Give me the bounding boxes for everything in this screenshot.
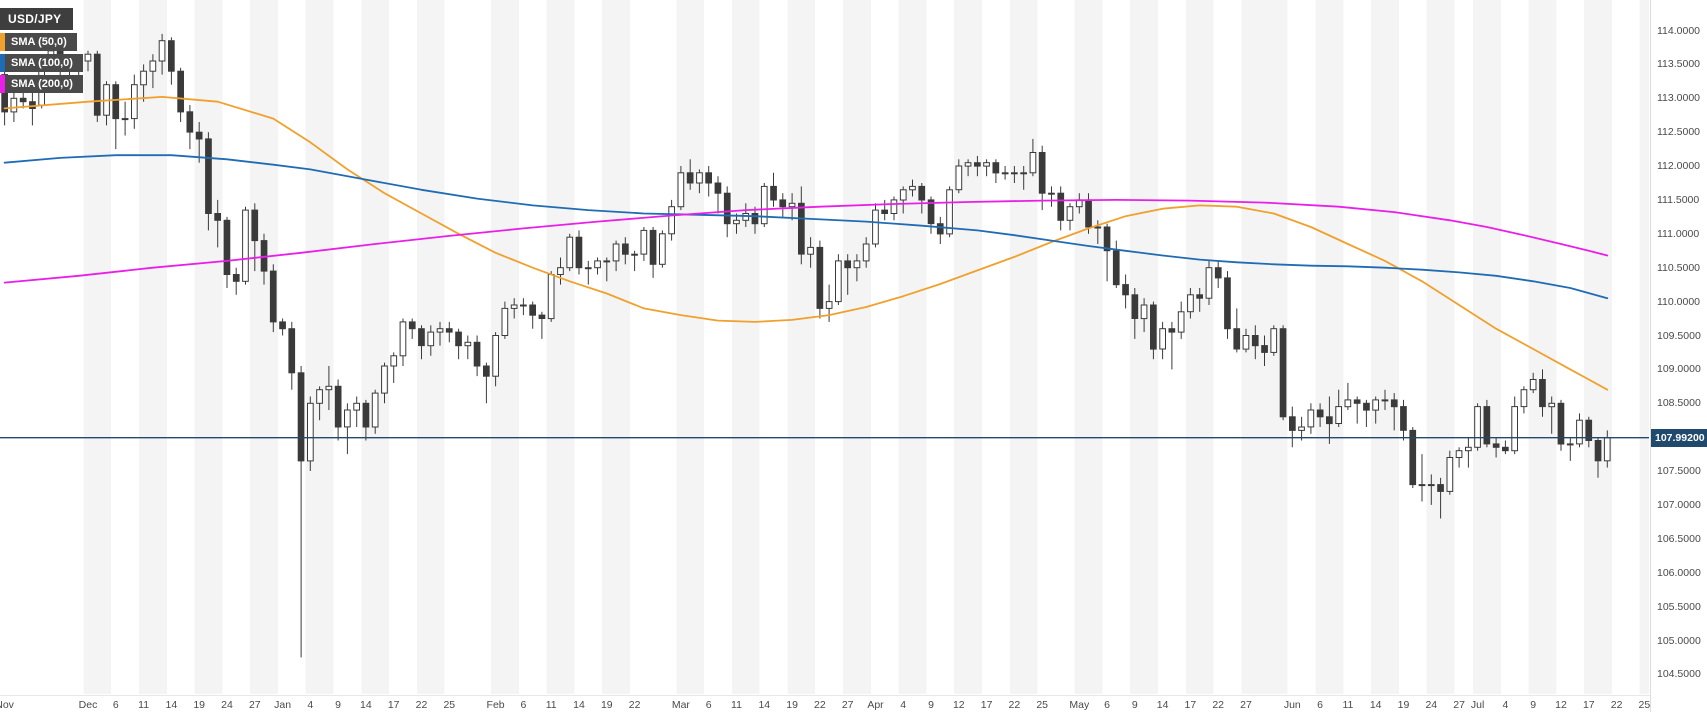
- time-axis-label: 19: [193, 699, 206, 711]
- time-axis-label: 17: [980, 699, 993, 711]
- price-axis-label: 112.5000: [1657, 126, 1701, 139]
- last-price-tag: 107.99200: [1651, 428, 1707, 447]
- price-axis-label: 110.0000: [1657, 295, 1701, 308]
- legend-indicator-sma-200[interactable]: SMA (200,0): [0, 75, 83, 93]
- time-axis-label: 22: [628, 699, 641, 711]
- price-axis-label: 109.0000: [1657, 363, 1701, 376]
- time-axis-label: 14: [1369, 699, 1382, 711]
- time-axis-label: 25: [443, 699, 456, 711]
- time-axis-label: 22: [1008, 699, 1021, 711]
- indicator-label: SMA (200,0): [5, 75, 83, 93]
- time-axis-label: 11: [731, 699, 742, 711]
- time-axis-label: 14: [1156, 699, 1169, 711]
- indicator-color-swatch: [0, 33, 5, 51]
- time-axis-label: 27: [248, 699, 261, 711]
- time-axis-label: 19: [786, 699, 798, 711]
- price-axis-label: 114.0000: [1657, 24, 1701, 37]
- time-axis-label: Apr: [867, 699, 884, 711]
- time-axis-label: 11: [545, 699, 557, 711]
- indicator-label: SMA (50,0): [5, 33, 77, 51]
- time-axis-label: 9: [335, 699, 342, 711]
- time-axis-label: Jul: [1470, 699, 1485, 711]
- legend-indicator-sma-100[interactable]: SMA (100,0): [0, 54, 83, 72]
- chart-canvas[interactable]: [0, 0, 1649, 694]
- time-axis-label: 9: [1530, 699, 1537, 711]
- time-axis-label: 17: [1184, 699, 1197, 711]
- indicator-label: SMA (100,0): [5, 54, 83, 72]
- indicator-color-swatch: [0, 75, 5, 93]
- time-axis-label: 14: [360, 699, 372, 711]
- time-axis-label: 19: [1397, 699, 1410, 711]
- price-axis-label: 106.0000: [1657, 566, 1701, 579]
- time-axis-label: 25: [1638, 699, 1651, 711]
- time-axis-label: 24: [1425, 699, 1438, 711]
- time-axis-label: 9: [1131, 699, 1138, 711]
- time-axis-label: 27: [1240, 699, 1252, 711]
- time-axis-label: 25: [1036, 699, 1049, 711]
- time-axis-label: 4: [307, 699, 314, 711]
- time-axis-label: 11: [138, 699, 150, 711]
- time-axis-label: 14: [573, 699, 585, 711]
- time-axis-label: 6: [705, 699, 712, 711]
- time-axis-label: 22: [1212, 699, 1225, 711]
- time-axis-label: 6: [520, 699, 527, 711]
- price-axis-label: 111.5000: [1657, 193, 1700, 206]
- price-axis-label: 107.0000: [1657, 498, 1701, 511]
- time-axis-label: Mar: [671, 699, 690, 711]
- time-axis-label: 17: [1582, 699, 1595, 711]
- time-axis-label: 6: [1104, 699, 1111, 711]
- price-axis-label: 107.5000: [1657, 465, 1701, 477]
- price-axis-label: 106.5000: [1657, 532, 1701, 545]
- time-axis-label: Dec: [78, 699, 98, 711]
- time-axis-label: Nov: [0, 699, 14, 711]
- price-axis-label: 113.0000: [1657, 92, 1701, 105]
- price-axis-label: 112.0000: [1657, 160, 1701, 172]
- price-axis-label: 108.5000: [1657, 397, 1701, 410]
- price-axis-label: 104.5000: [1657, 668, 1701, 681]
- indicator-color-swatch: [0, 54, 5, 72]
- time-axis-label: 12: [1555, 699, 1567, 711]
- time-axis-label: 12: [952, 699, 965, 711]
- time-axis-label: Jun: [1283, 699, 1301, 711]
- time-axis-label: 14: [758, 699, 771, 711]
- time-axis-label: 9: [928, 699, 934, 711]
- time-axis-label: 24: [221, 699, 233, 711]
- symbol-label[interactable]: USD/JPY: [0, 8, 74, 30]
- time-axis-label: 27: [1453, 699, 1465, 711]
- time-axis-label: 11: [1342, 699, 1354, 711]
- time-axis-label: 22: [415, 699, 428, 711]
- time-axis-label: Feb: [486, 699, 505, 711]
- price-axis-label: 105.5000: [1657, 600, 1701, 613]
- candlestick-chart[interactable]: USD/JPY SMA (50,0) SMA (100,0) SMA (200,0): [0, 0, 1649, 694]
- price-axis-label: 111.0000: [1657, 227, 1700, 240]
- time-axis-label: 6: [1317, 699, 1324, 711]
- price-axis-label: 105.0000: [1657, 634, 1701, 647]
- time-axis-label: 4: [900, 699, 907, 711]
- chart-legend: USD/JPY SMA (50,0) SMA (100,0) SMA (200,0): [0, 8, 83, 93]
- time-axis-label: 22: [814, 699, 826, 711]
- time-axis-label: 4: [1502, 699, 1509, 711]
- time-axis-label: 17: [387, 699, 400, 711]
- time-axis-label: 6: [112, 699, 119, 711]
- price-axis[interactable]: 114.0000 113.5000 113.0000 112.5000 112.0000…: [1650, 0, 1707, 712]
- time-axis-label: 14: [165, 699, 178, 711]
- price-axis-label: 109.5000: [1657, 329, 1701, 342]
- time-axis-label: 27: [841, 699, 854, 711]
- time-axis-label: 22: [1610, 699, 1623, 711]
- time-axis-label: 19: [600, 699, 613, 711]
- legend-indicator-sma-500[interactable]: SMA (50,0): [0, 33, 77, 51]
- price-axis-label: 113.5000: [1657, 58, 1701, 71]
- price-axis-label: 110.5000: [1657, 261, 1701, 274]
- time-axis-label: May: [1069, 699, 1090, 711]
- time-axis-label: Jan: [274, 699, 292, 711]
- time-axis[interactable]: Nov Dec 6 11 14 19 24 27 Jan 4 9 14 17 22 25 Feb 6 11 14 19…: [0, 695, 1650, 712]
